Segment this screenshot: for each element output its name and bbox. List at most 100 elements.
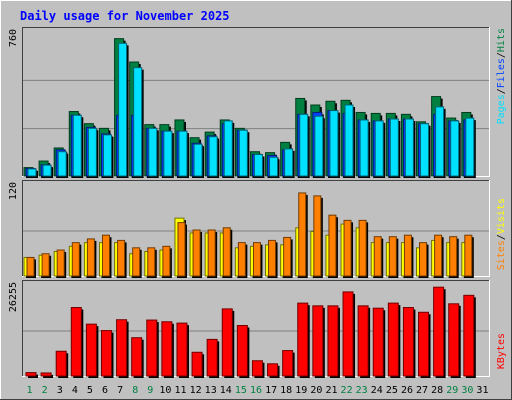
kbytes-bar	[267, 363, 279, 377]
day-label: 7	[117, 385, 123, 396]
legend-separator: /	[496, 234, 507, 240]
day-label: 4	[72, 385, 78, 396]
day-label: 26	[401, 385, 413, 396]
pages-bar	[420, 123, 430, 177]
kbytes-bar	[100, 330, 112, 377]
legend-sites: Sites	[496, 240, 507, 270]
sites-bar	[403, 234, 412, 277]
hits-files-pages-panel: 760	[8, 27, 490, 179]
kbytes-bar	[312, 305, 324, 377]
pages-bar	[359, 119, 369, 177]
pages-bar	[450, 120, 460, 177]
day-label: 9	[147, 385, 153, 396]
kbytes-bar	[191, 351, 203, 377]
kbytes-bar	[251, 360, 263, 377]
kbytes-bar	[40, 372, 52, 377]
kbytes-bar	[116, 319, 128, 377]
kbytes-bar	[463, 294, 475, 377]
pages-bar	[253, 154, 263, 177]
kbytes-bar	[387, 302, 399, 377]
sites-bar	[237, 242, 246, 277]
pages-bar	[269, 156, 279, 177]
kbytes-bar	[146, 319, 158, 377]
pages-bar	[329, 110, 339, 177]
legend-hits: Hits	[496, 28, 507, 52]
day-label: 11	[174, 385, 186, 396]
pages-bar	[163, 130, 173, 177]
kbytes-bar	[357, 305, 369, 377]
day-label: 15	[235, 385, 247, 396]
pages-bar	[284, 148, 294, 177]
pages-bar	[87, 127, 97, 177]
kbytes-bar	[327, 305, 339, 377]
pages-bar	[374, 120, 384, 177]
day-label: 31	[476, 385, 488, 396]
pages-bar	[178, 130, 188, 177]
day-label: 27	[416, 385, 428, 396]
sites-bar	[268, 239, 277, 277]
day-label: 5	[87, 385, 93, 396]
sites-bar	[434, 234, 443, 277]
pages-bar	[148, 127, 158, 177]
sites-bar	[162, 245, 171, 277]
day-label: 30	[461, 385, 473, 396]
sites-bar	[132, 247, 141, 277]
pages-bar	[238, 129, 248, 177]
kbytes-bar	[131, 337, 143, 377]
day-label: 19	[295, 385, 307, 396]
sites-bar	[71, 242, 80, 277]
kbytes-bar	[236, 324, 248, 377]
sites-bar	[177, 222, 186, 277]
day-label: 22	[341, 385, 353, 396]
sites-bar	[343, 219, 352, 277]
sites-bar	[192, 229, 201, 277]
sites-bar	[86, 238, 95, 277]
sites-bar	[26, 256, 35, 277]
kbytes-bar	[342, 291, 354, 377]
pages-bar	[223, 120, 233, 177]
day-label: 6	[102, 385, 108, 396]
sites-bar	[222, 227, 231, 277]
kbytes-bar	[418, 311, 430, 377]
sites-bar	[373, 236, 382, 277]
kbytes-bar	[70, 307, 82, 377]
sites-bar	[449, 236, 458, 277]
day-label: 12	[190, 385, 202, 396]
pages-bar	[133, 67, 143, 177]
sites-bar	[252, 242, 261, 277]
pages-bar	[435, 106, 445, 177]
day-label: 29	[446, 385, 458, 396]
sites-bar	[419, 242, 428, 277]
pages-bar	[314, 115, 324, 177]
kbytes-bar	[297, 302, 309, 377]
legend-pages: Pages	[496, 94, 507, 124]
sites-bar	[388, 236, 397, 277]
day-label: 8	[132, 385, 138, 396]
kbytes-bar	[176, 322, 188, 377]
sites-bar	[207, 229, 216, 277]
pages-bar	[299, 113, 309, 177]
day-label: 24	[371, 385, 383, 396]
kbytes-bar	[221, 308, 233, 377]
day-label: 21	[325, 385, 337, 396]
day-label: 18	[280, 385, 292, 396]
legend-visits: Visits	[496, 198, 507, 234]
kbytes-bar	[448, 303, 460, 377]
kbytes-bar	[372, 307, 384, 377]
legend-kbytes: KBytes	[496, 333, 507, 369]
pages-bar	[193, 143, 203, 177]
day-label: 16	[250, 385, 262, 396]
sites-bar	[117, 239, 126, 277]
series-legend: KBytes	[496, 333, 507, 369]
sites-bar	[283, 236, 292, 277]
day-label: 3	[57, 385, 63, 396]
pages-bar	[404, 118, 414, 177]
pages-bar	[72, 114, 82, 177]
y-max-label: 120	[8, 182, 19, 200]
sites-bar	[298, 192, 307, 277]
sites-bar	[101, 234, 110, 277]
sites-bar	[358, 219, 367, 277]
pages-bar	[42, 164, 52, 177]
pages-bar	[389, 118, 399, 177]
